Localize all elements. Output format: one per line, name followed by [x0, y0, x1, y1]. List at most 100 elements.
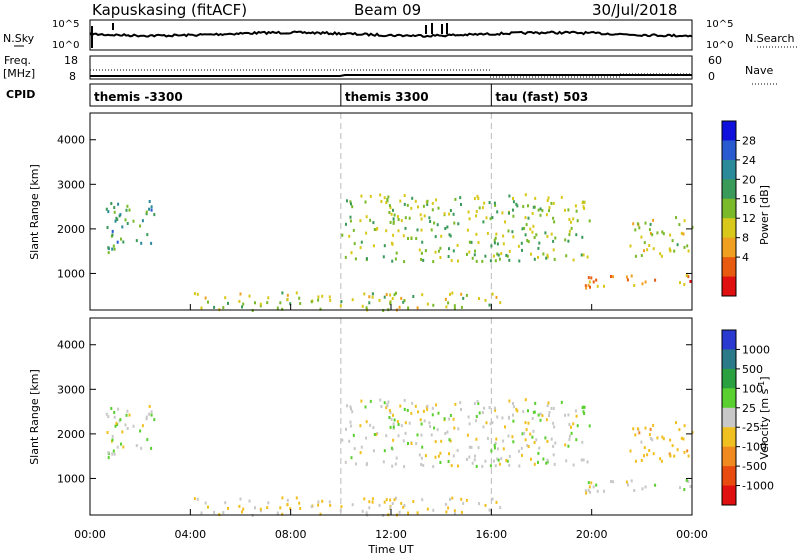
velocity-echo: [431, 406, 434, 410]
colorbar-tick-label: 100: [742, 382, 763, 395]
power-echo: [587, 276, 590, 280]
power-echo: [266, 301, 269, 305]
power-echo: [595, 278, 598, 282]
power-colorbar-label: Power [dB]: [758, 185, 771, 245]
power-echo: [532, 205, 535, 209]
velocity-echo: [460, 497, 463, 501]
power-echo: [534, 196, 537, 200]
power-echo: [526, 239, 529, 242]
power-echo: [122, 240, 125, 244]
power-echo: [447, 255, 450, 258]
colorbar-tick-label: 25: [742, 402, 756, 415]
noise-right-label: N.Search: [745, 32, 795, 45]
power-echo: [529, 227, 532, 231]
power-echo: [150, 241, 153, 245]
velocity-echo: [636, 427, 639, 431]
power-echo: [603, 284, 605, 288]
velocity-echo: [484, 459, 487, 463]
noise-tick-left-bottom: 10^0: [52, 40, 79, 51]
power-echo: [484, 254, 487, 258]
power-echo: [141, 219, 144, 223]
velocity-echo: [587, 488, 590, 492]
power-echo: [508, 258, 511, 262]
power-echo: [596, 284, 599, 288]
power-echo: [344, 255, 347, 259]
velocity-echo: [385, 406, 388, 410]
power-echo: [428, 216, 431, 220]
velocity-echo: [148, 412, 151, 416]
colorbar-tick-label: -25: [742, 421, 760, 434]
power-echo: [465, 293, 468, 297]
power-echo: [475, 232, 478, 236]
power-echo: [403, 194, 406, 197]
power-echo: [107, 251, 110, 255]
power-echo: [238, 299, 241, 303]
power-echo: [286, 293, 289, 297]
velocity-echo: [421, 498, 424, 502]
power-echo: [395, 251, 398, 255]
velocity-echo: [242, 507, 245, 511]
velocity-echo: [584, 489, 587, 493]
power-echo: [475, 259, 478, 263]
velocity-echo: [140, 446, 143, 450]
velocity-echo: [420, 456, 423, 460]
power-echo: [466, 252, 468, 256]
noise-tick-right-bottom: 10^0: [706, 40, 733, 51]
colorbar-tick-label: 24: [742, 154, 756, 167]
power-echo: [640, 254, 643, 257]
velocity-echo: [532, 429, 535, 433]
power-echo: [392, 217, 395, 221]
xtick-label: 08:00: [275, 528, 307, 541]
velocity-echo: [494, 464, 497, 468]
velocity-echo: [478, 411, 481, 415]
power-echo: [683, 245, 686, 249]
velocity-echo: [552, 406, 555, 410]
power-echo: [350, 202, 352, 206]
velocity-echo: [568, 438, 571, 442]
velocity-echo: [646, 453, 649, 457]
power-echo: [525, 223, 528, 227]
power-echo: [588, 280, 591, 284]
velocity-echo: [687, 480, 690, 484]
power-echo: [494, 236, 497, 240]
power-echo: [146, 233, 149, 237]
power-echo: [359, 219, 362, 223]
power-echo: [633, 284, 636, 287]
power-echo: [369, 194, 372, 198]
velocity-echo: [385, 434, 388, 438]
velocity-echo: [495, 500, 498, 504]
velocity-echo: [649, 437, 652, 440]
colorbar-tick-label: 8: [742, 232, 749, 245]
power-echo: [227, 301, 229, 305]
power-echo: [531, 212, 534, 215]
velocity-echo: [649, 427, 652, 431]
velocity-echo: [224, 501, 227, 505]
power-echo: [507, 229, 510, 233]
power-echo: [416, 228, 419, 232]
power-echo: [625, 275, 628, 279]
velocity-echo: [394, 462, 397, 466]
power-echo: [546, 253, 549, 257]
power-echo: [259, 302, 262, 306]
power-echo: [432, 303, 435, 307]
velocity-echo: [430, 433, 433, 437]
velocity-echo: [299, 507, 302, 510]
velocity-echo: [493, 446, 496, 450]
velocity-echo: [403, 399, 406, 402]
velocity-echo: [207, 505, 209, 509]
velocity-echo: [475, 419, 478, 423]
power-echo: [389, 220, 392, 224]
power-echo: [512, 200, 515, 204]
velocity-echo: [517, 449, 520, 453]
cpid-segment-label: themis 3300: [345, 90, 429, 104]
velocity-echo: [373, 433, 376, 436]
power-echo: [352, 228, 355, 232]
power-echo: [365, 231, 368, 235]
velocity-echo: [491, 497, 494, 501]
noise-tick-left-top: 10^5: [52, 19, 79, 30]
power-ylabel: Slant Range [km]: [28, 164, 41, 260]
velocity-echo: [392, 413, 394, 417]
power-echo: [348, 234, 351, 238]
power-echo: [276, 306, 279, 310]
velocity-echo: [404, 431, 407, 435]
